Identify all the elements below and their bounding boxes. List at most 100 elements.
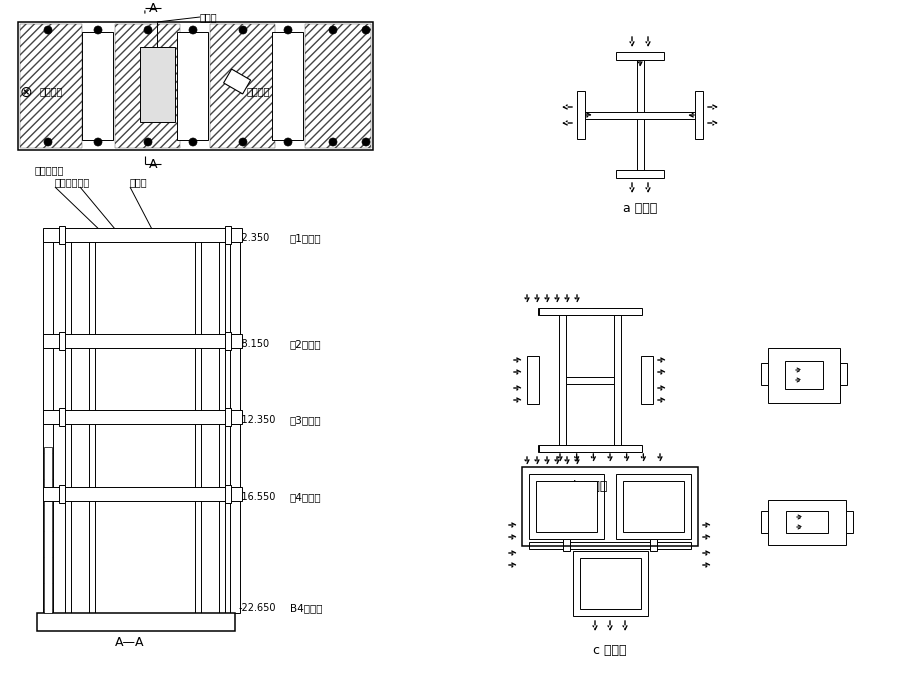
- Bar: [641, 356, 653, 404]
- Bar: [59, 485, 65, 503]
- Bar: [563, 539, 570, 551]
- Bar: [536, 481, 597, 532]
- Text: 塔式起重机: 塔式起重机: [35, 165, 64, 175]
- Bar: [539, 445, 642, 452]
- Text: -2.350: -2.350: [239, 233, 271, 243]
- Bar: [195, 235, 225, 613]
- Text: 第2道支撑: 第2道支撑: [290, 339, 321, 348]
- Bar: [59, 332, 65, 350]
- Bar: [43, 410, 242, 424]
- Bar: [761, 363, 768, 385]
- Bar: [210, 24, 275, 148]
- Bar: [20, 24, 82, 148]
- Bar: [585, 112, 695, 119]
- Bar: [768, 348, 840, 403]
- Bar: [65, 235, 95, 613]
- Bar: [43, 487, 242, 501]
- Bar: [559, 315, 566, 445]
- Bar: [177, 32, 208, 140]
- Text: B4层楼板: B4层楼板: [290, 603, 322, 613]
- Bar: [201, 235, 219, 613]
- Bar: [115, 24, 180, 148]
- Bar: [272, 32, 303, 140]
- Bar: [82, 32, 113, 140]
- Bar: [616, 474, 691, 539]
- FancyBboxPatch shape: [223, 69, 251, 94]
- Bar: [761, 511, 768, 533]
- Circle shape: [94, 26, 102, 34]
- Bar: [593, 308, 641, 315]
- Bar: [593, 445, 641, 452]
- Text: A—A: A—A: [115, 637, 144, 650]
- Bar: [614, 315, 621, 445]
- Bar: [44, 447, 52, 613]
- Circle shape: [94, 138, 102, 146]
- Text: -12.350: -12.350: [239, 415, 276, 425]
- Circle shape: [189, 138, 197, 146]
- Text: 汽车式起重机: 汽车式起重机: [55, 177, 90, 187]
- Bar: [577, 91, 585, 139]
- Text: 第4道支撑: 第4道支撑: [290, 492, 321, 502]
- Text: 第1道支撑: 第1道支撑: [290, 233, 321, 243]
- Bar: [529, 542, 691, 549]
- Text: a 十字柱: a 十字柱: [623, 201, 657, 214]
- Bar: [305, 24, 371, 148]
- Text: 第3道支撑: 第3道支撑: [290, 415, 321, 425]
- Circle shape: [189, 26, 197, 34]
- Bar: [785, 361, 823, 389]
- Text: 吊装孔: 吊装孔: [200, 12, 218, 22]
- Circle shape: [284, 26, 292, 34]
- Bar: [538, 308, 586, 315]
- Text: 构件重心: 构件重心: [246, 86, 270, 96]
- Bar: [650, 539, 657, 551]
- Bar: [71, 235, 89, 613]
- Bar: [230, 235, 240, 613]
- Text: -8.150: -8.150: [239, 339, 270, 348]
- Text: A: A: [149, 157, 157, 170]
- Bar: [637, 60, 644, 170]
- Bar: [225, 408, 231, 426]
- Bar: [580, 558, 641, 609]
- Bar: [566, 377, 614, 384]
- Bar: [43, 334, 242, 348]
- Bar: [140, 47, 175, 122]
- Circle shape: [329, 138, 337, 146]
- Bar: [522, 467, 698, 546]
- Bar: [840, 363, 847, 385]
- Circle shape: [44, 138, 52, 146]
- Bar: [43, 228, 242, 242]
- Circle shape: [362, 26, 370, 34]
- Bar: [59, 226, 65, 244]
- Bar: [18, 22, 373, 150]
- Text: -22.650: -22.650: [239, 603, 277, 613]
- Circle shape: [239, 138, 247, 146]
- Circle shape: [144, 26, 152, 34]
- Circle shape: [284, 138, 292, 146]
- Bar: [846, 511, 853, 533]
- Circle shape: [362, 138, 370, 146]
- Bar: [529, 474, 604, 539]
- Text: 构件重心: 构件重心: [39, 86, 63, 96]
- Bar: [573, 551, 648, 616]
- Bar: [225, 485, 231, 503]
- Text: b 王字柱: b 王字柱: [573, 481, 607, 494]
- Circle shape: [144, 138, 152, 146]
- Bar: [225, 226, 231, 244]
- Text: c 品字柱: c 品字柱: [593, 645, 627, 658]
- Bar: [539, 308, 642, 315]
- Bar: [623, 481, 684, 532]
- Bar: [538, 445, 586, 452]
- Circle shape: [44, 26, 52, 34]
- Text: -16.550: -16.550: [239, 492, 276, 502]
- Bar: [768, 500, 846, 545]
- Bar: [43, 235, 53, 613]
- Bar: [225, 332, 231, 350]
- Bar: [37, 613, 235, 631]
- Circle shape: [239, 26, 247, 34]
- Bar: [616, 170, 664, 178]
- Bar: [786, 511, 828, 533]
- Bar: [527, 356, 539, 404]
- Circle shape: [329, 26, 337, 34]
- Bar: [616, 52, 664, 60]
- Text: ⊗: ⊗: [20, 85, 33, 100]
